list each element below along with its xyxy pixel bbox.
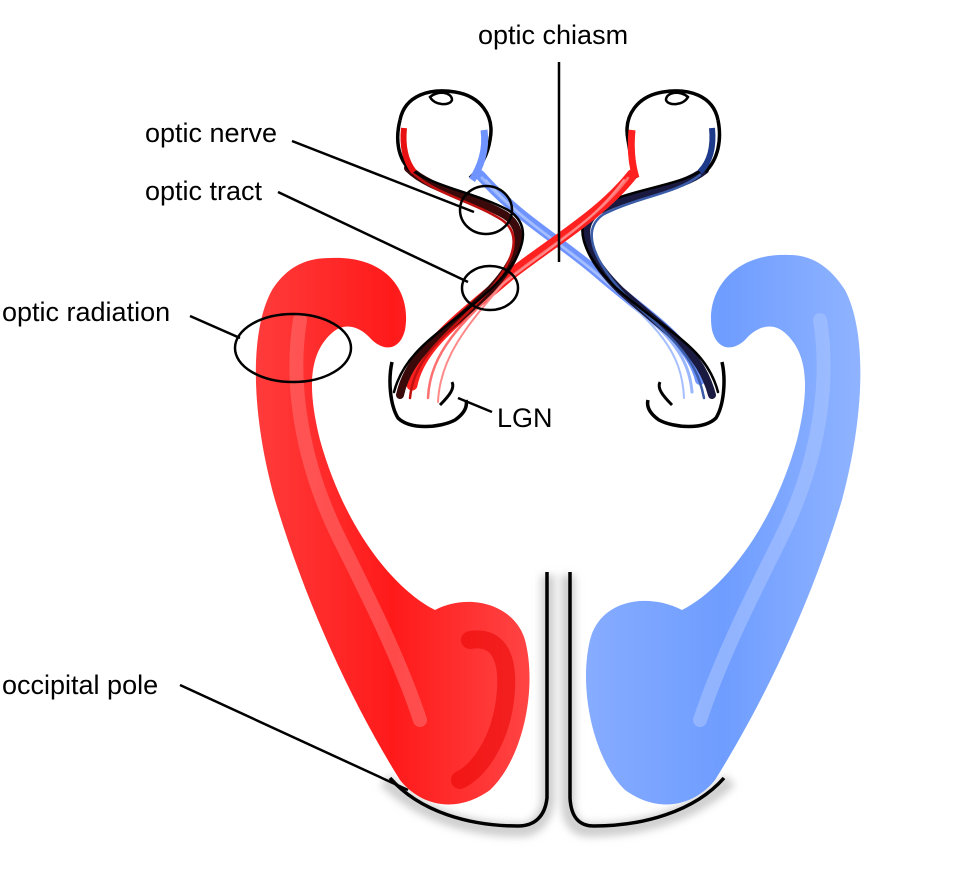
- left-lgn-tip: [438, 381, 455, 407]
- right-radiation-highlight: [693, 313, 831, 727]
- occipital-lobes: [380, 575, 735, 838]
- optic-tract-marker: [460, 264, 520, 312]
- right-uncrossed-fibers: [581, 164, 720, 400]
- label-lgn: LGN: [497, 403, 553, 433]
- right-lens: [664, 91, 690, 106]
- left-occipital-outline: [388, 572, 549, 828]
- occipital-pole-leader: [179, 683, 409, 792]
- optic-radiation-marker: [233, 312, 353, 384]
- left-uncrossed-fibers: [392, 162, 525, 400]
- right-occipital-outline: [568, 572, 726, 828]
- right-lgn: [645, 361, 726, 429]
- left-radiation-body: [255, 257, 530, 805]
- right-occipital-shadow: [561, 575, 735, 838]
- left-radiation-inner: [451, 630, 516, 789]
- label-optic-nerve: optic nerve: [145, 118, 277, 148]
- left-optic-radiation: [255, 257, 530, 805]
- right-eye: [625, 89, 722, 180]
- left-radiation-highlight: [289, 313, 427, 727]
- label-optic-tract: optic tract: [145, 176, 263, 206]
- left-occipital-shadow: [380, 575, 555, 838]
- right-radiation-body: [586, 254, 861, 805]
- right-optic-radiation: [586, 254, 861, 805]
- left-lens: [428, 91, 454, 106]
- label-optic-radiation: optic radiation: [2, 297, 170, 327]
- left-lgn-outline: [388, 361, 469, 429]
- label-optic-chiasm: optic chiasm: [478, 20, 628, 50]
- optic-nerve-marker: [458, 184, 514, 236]
- optic-nerve-leader: [291, 139, 475, 214]
- optic-tract-leader: [277, 190, 469, 284]
- right-lgn-tip: [657, 381, 674, 407]
- right-lgn-outline: [645, 361, 726, 429]
- left-eye: [396, 89, 493, 182]
- left-lgn: [388, 361, 469, 429]
- optic-radiation-leader: [189, 314, 241, 340]
- label-occipital-pole: occipital pole: [2, 670, 158, 700]
- lgn-leader: [457, 396, 493, 414]
